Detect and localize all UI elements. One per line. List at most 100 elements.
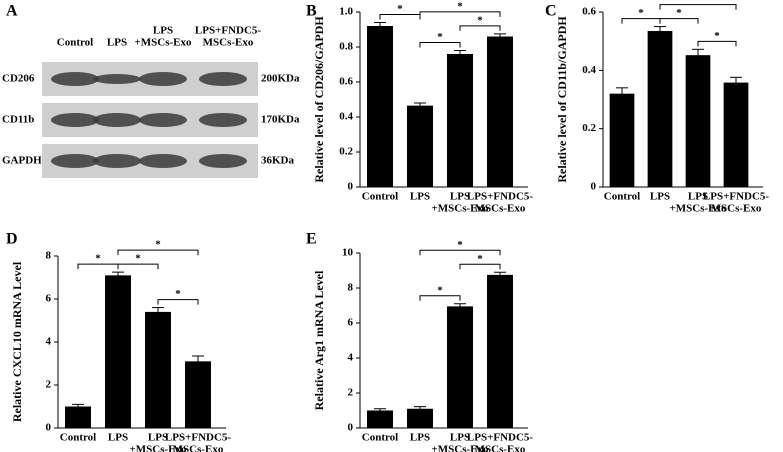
bar xyxy=(487,274,513,428)
y-tick-label: 8 xyxy=(348,282,354,294)
y-tick-label: 4 xyxy=(46,336,52,348)
bar xyxy=(487,36,513,187)
significance-label: * xyxy=(437,31,443,43)
x-tick-label: MSCs-Exo xyxy=(173,444,224,452)
significance-bracket xyxy=(419,11,501,17)
x-tick-label: MSCs-Exo xyxy=(475,203,526,215)
lane-label: MSCs-Exo xyxy=(203,37,254,49)
band xyxy=(199,72,247,86)
x-tick-label: +MSCs-Exo xyxy=(670,203,727,215)
y-tick-label: 0.6 xyxy=(582,6,596,18)
significance-bracket xyxy=(659,18,699,24)
y-axis-label: Relative CXCL10 mRNA Level xyxy=(10,261,24,422)
lane-label: LPS xyxy=(153,25,173,37)
band xyxy=(51,154,99,168)
y-tick-label: 0.4 xyxy=(582,64,596,76)
y-tick-label: 2 xyxy=(46,379,52,391)
band xyxy=(139,154,187,168)
significance-bracket xyxy=(621,18,661,24)
y-tick-label: 10 xyxy=(342,247,354,259)
significance-bracket xyxy=(379,14,421,20)
x-tick-label: LPS xyxy=(650,191,670,203)
y-tick-label: 0.4 xyxy=(339,111,353,123)
x-tick-label: MSCs-Exo xyxy=(475,444,526,452)
significance-label: * xyxy=(135,253,141,265)
y-tick-label: 6 xyxy=(46,293,52,305)
x-tick-label: LPS+FNDC5- xyxy=(165,432,231,444)
y-tick-label: 0 xyxy=(46,422,52,434)
bar xyxy=(407,105,433,187)
x-tick-label: LPS xyxy=(410,432,430,444)
x-tick-label: Control xyxy=(362,432,398,444)
bar xyxy=(685,55,711,187)
significance-label: * xyxy=(477,253,483,265)
x-tick-label: LPS xyxy=(148,432,168,444)
band xyxy=(93,74,141,84)
band xyxy=(199,154,247,168)
y-tick-label: 0.2 xyxy=(339,146,353,158)
significance-label: * xyxy=(437,284,443,296)
x-tick-label: LPS xyxy=(410,191,430,203)
bar xyxy=(723,82,749,187)
size-label: 36KDa xyxy=(261,155,295,167)
lane-label: LPS xyxy=(107,37,127,49)
significance-bracket xyxy=(459,263,501,270)
panel-label: B xyxy=(306,3,317,20)
significance-bracket xyxy=(419,42,461,48)
panel-label: E xyxy=(306,231,317,248)
y-tick-label: 0.8 xyxy=(339,41,353,53)
significance-label: * xyxy=(397,3,403,15)
band xyxy=(51,72,99,86)
y-tick-label: 6 xyxy=(348,317,354,329)
bar xyxy=(447,54,473,187)
bar xyxy=(145,311,171,428)
significance-label: * xyxy=(457,0,463,12)
bar xyxy=(367,410,393,428)
band xyxy=(51,113,99,127)
significance-bracket xyxy=(419,249,501,256)
y-axis-label: Relative level of CD206/GAPDH xyxy=(312,16,326,183)
y-tick-label: 0.6 xyxy=(339,76,353,88)
band xyxy=(93,154,141,168)
band xyxy=(199,113,247,127)
bar xyxy=(447,306,473,428)
significance-bracket xyxy=(157,299,199,305)
x-tick-label: +MSCs-Exo xyxy=(432,203,489,215)
x-tick-label: Control xyxy=(604,191,640,203)
y-axis-label: Relative Arg1 mRNA Level xyxy=(312,270,326,410)
significance-label: * xyxy=(714,30,720,42)
significance-label: * xyxy=(175,288,181,300)
band xyxy=(139,72,187,86)
band xyxy=(139,113,187,127)
panel-label: A xyxy=(6,3,18,20)
x-tick-label: LPS xyxy=(450,191,470,203)
bar xyxy=(367,26,393,187)
y-tick-label: 1.0 xyxy=(339,6,353,18)
significance-label: * xyxy=(457,239,463,251)
x-tick-label: +MSCs-Exo xyxy=(432,444,489,452)
significance-label: * xyxy=(695,0,701,5)
row-label: CD11b xyxy=(2,114,34,126)
x-tick-label: +MSCs-Exo xyxy=(130,444,187,452)
band xyxy=(93,113,141,127)
x-tick-label: LPS xyxy=(688,191,708,203)
lane-label: LPS+FNDC5- xyxy=(195,25,261,37)
y-tick-label: 0 xyxy=(348,422,354,434)
x-tick-label: LPS+FNDC5- xyxy=(703,191,769,203)
significance-label: * xyxy=(638,7,644,19)
significance-bracket xyxy=(117,249,199,256)
significance-bracket xyxy=(419,295,461,301)
lane-label: +MSCs-Exo xyxy=(135,37,192,49)
significance-label: * xyxy=(477,14,483,26)
y-tick-label: 0 xyxy=(348,181,354,193)
bar xyxy=(185,361,211,428)
x-tick-label: LPS+FNDC5- xyxy=(467,191,533,203)
y-tick-label: 0.2 xyxy=(582,122,596,134)
bar xyxy=(647,30,673,188)
significance-bracket xyxy=(459,25,501,31)
size-label: 200KDa xyxy=(261,73,300,85)
size-label: 170KDa xyxy=(261,114,300,126)
significance-label: * xyxy=(155,239,161,251)
lane-label: Control xyxy=(57,37,93,49)
x-tick-label: Control xyxy=(362,191,398,203)
